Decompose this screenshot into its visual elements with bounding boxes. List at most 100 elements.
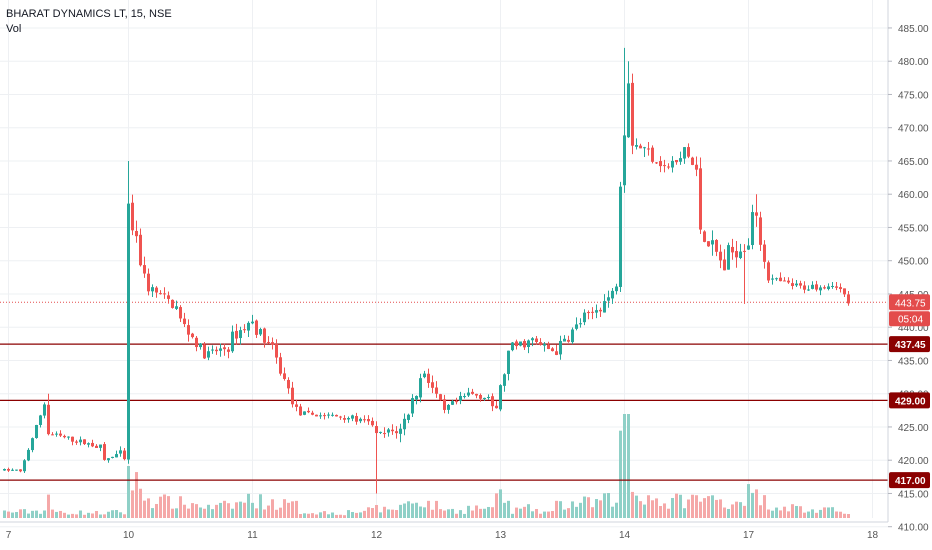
volume-bar <box>519 508 522 518</box>
candle-body <box>55 433 58 435</box>
candle-body <box>67 436 70 438</box>
candle-body <box>823 287 826 289</box>
candle-body <box>491 396 494 407</box>
countdown-label: 05:04 <box>898 314 923 325</box>
volume-label: Vol <box>6 23 22 35</box>
volume-bar <box>623 414 626 518</box>
time-tick-label: 17 <box>743 530 755 541</box>
volume-bar <box>223 500 226 518</box>
volume-bar <box>751 492 754 518</box>
candle-body <box>379 431 382 433</box>
volume-bar <box>763 495 766 518</box>
volume-bar <box>459 510 462 518</box>
candle-body <box>335 414 338 417</box>
volume-bar <box>3 510 6 518</box>
candle-body <box>171 299 174 308</box>
candle-body <box>735 251 738 258</box>
candle-body <box>239 330 242 339</box>
price-tick-label: 455.00 <box>898 223 929 234</box>
time-tick-label: 7 <box>6 530 12 541</box>
volume-bar <box>691 494 694 518</box>
volume-bar <box>759 505 762 518</box>
candle-body <box>827 286 830 290</box>
candle-body <box>747 245 750 250</box>
candle-body <box>699 168 702 230</box>
volume-bar <box>627 414 630 518</box>
volume-bar <box>559 501 562 518</box>
candle-body <box>511 342 514 351</box>
volume-bar <box>207 504 210 518</box>
volume-bar <box>647 495 650 518</box>
level-price-tag <box>889 336 930 353</box>
volume-bar <box>415 502 418 518</box>
candle-body <box>547 344 550 350</box>
volume-bar <box>735 501 738 518</box>
volume-bar <box>123 514 126 518</box>
volume-bar <box>547 511 550 518</box>
volume-bar <box>815 512 818 518</box>
candle-body <box>271 342 274 345</box>
candle-body <box>711 240 714 245</box>
volume-bar <box>567 508 570 518</box>
candle-body <box>519 341 522 346</box>
candle-body <box>463 396 466 398</box>
candle-body <box>767 262 770 281</box>
volume-bar <box>747 484 750 518</box>
candle-body <box>407 414 410 420</box>
volume-bar <box>211 509 214 518</box>
volume-bar <box>491 507 494 518</box>
time-tick-label: 14 <box>619 530 631 541</box>
price-axis-bg <box>888 0 932 550</box>
candle-body <box>63 435 66 438</box>
candle-body <box>23 460 26 472</box>
candle-body <box>495 405 498 409</box>
volume-bar <box>675 493 678 518</box>
candle-body <box>91 442 94 447</box>
volume-bar <box>423 507 426 518</box>
volume-bar <box>363 510 366 518</box>
volume-bar <box>59 510 62 518</box>
volume-bar <box>183 504 186 518</box>
volume-bar <box>711 495 714 518</box>
candle-body <box>791 283 794 286</box>
candle-body <box>671 160 674 168</box>
symbol-title: BHARAT DYNAMICS LT, 15, NSE <box>6 8 172 20</box>
volume-bar <box>371 508 374 518</box>
volume-bar <box>43 510 46 518</box>
volume-bar <box>631 491 634 518</box>
volume-bar <box>531 511 534 518</box>
volume-bar <box>175 508 178 518</box>
volume-bar <box>439 509 442 518</box>
volume-bar <box>843 513 846 518</box>
volume-bars <box>3 414 850 518</box>
candle-body <box>183 318 186 325</box>
candle-body <box>655 162 658 164</box>
candle-body <box>351 415 354 419</box>
candle-body <box>727 245 730 270</box>
candle-body <box>527 340 530 347</box>
level-price-label: 429.00 <box>895 396 926 407</box>
candle-body <box>147 273 150 292</box>
candle-body <box>459 395 462 401</box>
volume-bar <box>343 515 346 518</box>
candle-body <box>123 450 126 460</box>
candle-body <box>471 391 474 394</box>
candle-body <box>631 82 634 146</box>
candle-body <box>375 426 378 434</box>
volume-bar <box>79 510 82 518</box>
candle-body <box>283 373 286 379</box>
volume-bar <box>255 508 258 518</box>
time-tick-label: 13 <box>495 530 507 541</box>
volume-bar <box>507 500 510 518</box>
candle-body <box>119 450 122 454</box>
candle-body <box>403 418 406 430</box>
candle-body <box>175 306 178 309</box>
candle-body <box>87 443 90 445</box>
price-tick-label: 435.00 <box>898 356 929 367</box>
volume-bar <box>431 509 434 518</box>
candle-body <box>615 286 618 292</box>
candle-body <box>539 342 542 346</box>
volume-bar <box>551 511 554 518</box>
candle-body <box>703 231 706 242</box>
